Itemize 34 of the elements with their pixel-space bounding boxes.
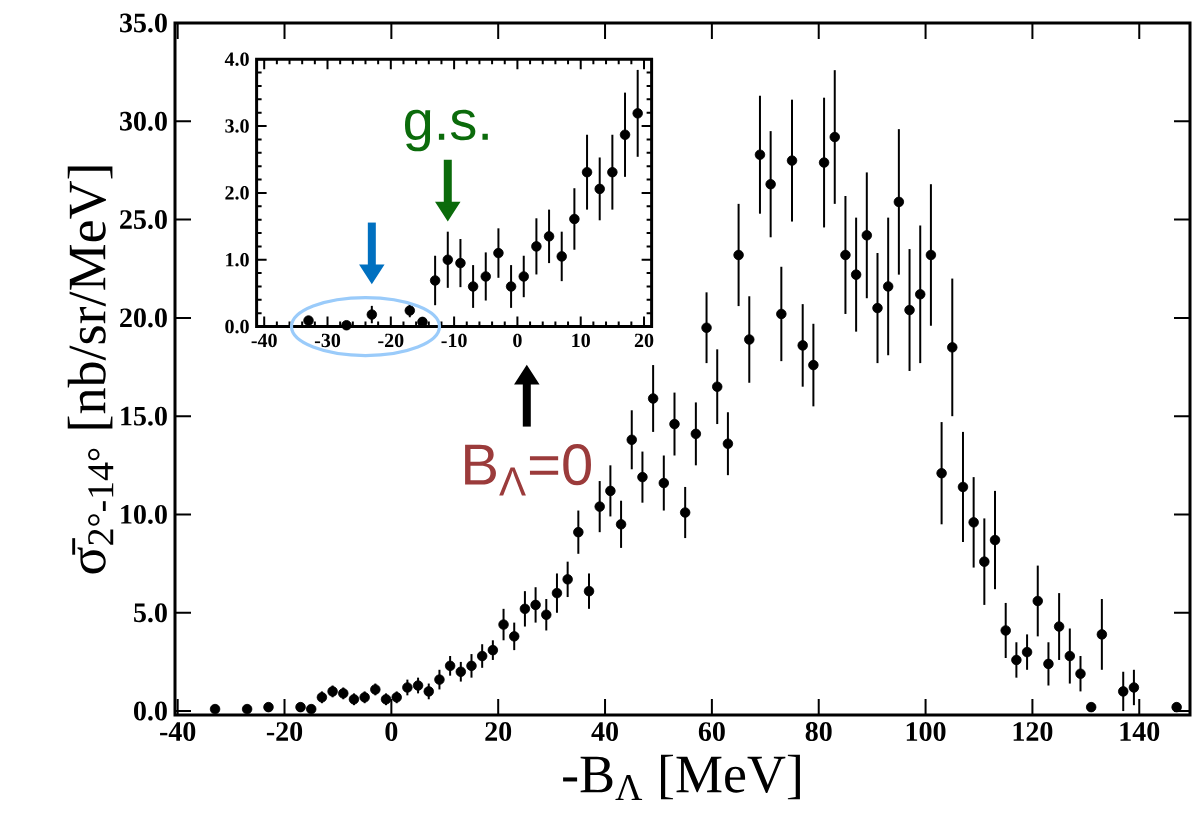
x-tick-label: -40 bbox=[160, 722, 196, 741]
y-tick-label: 3.0 bbox=[225, 119, 249, 133]
annotation: B$_{Λ}$=0 bbox=[465, 444, 591, 496]
x-tick-label: -40 bbox=[251, 333, 277, 348]
y-tick-label: 10.0 bbox=[121, 504, 167, 524]
y-tick-label: 15.0 bbox=[121, 406, 167, 426]
x-tick-label: -30 bbox=[314, 333, 341, 348]
y-tick-label: 4.0 bbox=[224, 52, 249, 66]
y-tick-label: 20.0 bbox=[120, 308, 167, 328]
x-tick-label: 140 bbox=[1120, 722, 1160, 741]
x-tick-label: 0 bbox=[513, 333, 522, 348]
y-tick-label: 0.0 bbox=[225, 319, 249, 334]
x-tick-label: -20 bbox=[378, 333, 404, 348]
annotation: g.s. bbox=[405, 109, 488, 152]
y-tick-label: 5.0 bbox=[134, 603, 167, 623]
y-tick-label: 0.0 bbox=[134, 701, 167, 721]
x-tick-label: 10 bbox=[572, 333, 590, 348]
x-tick-label: -10 bbox=[441, 333, 467, 348]
x-tick-label: 40 bbox=[591, 722, 618, 741]
y-axis-title: σ̄$_{2°-14°}$ [nb/sr/MeV] bbox=[67, 166, 114, 574]
x-tick-label: 120 bbox=[1013, 722, 1053, 741]
y-tick-label: 1.0 bbox=[226, 252, 249, 267]
x-tick-label: 80 bbox=[805, 722, 832, 741]
x-tick-label: -20 bbox=[266, 722, 303, 741]
x-axis-title: -B$_{Λ}$ [MeV] bbox=[563, 754, 800, 800]
x-tick-label: 60 bbox=[698, 722, 725, 741]
x-tick-label: 0 bbox=[385, 722, 398, 741]
y-tick-label: 25.0 bbox=[120, 210, 167, 230]
x-tick-label: 20 bbox=[634, 333, 654, 348]
x-tick-label: 20 bbox=[485, 722, 512, 741]
y-tick-label: 35.0 bbox=[120, 13, 167, 33]
x-tick-label: 100 bbox=[906, 722, 946, 741]
y-tick-label: 30.0 bbox=[120, 111, 167, 131]
y-tick-label: 2.0 bbox=[225, 186, 249, 200]
